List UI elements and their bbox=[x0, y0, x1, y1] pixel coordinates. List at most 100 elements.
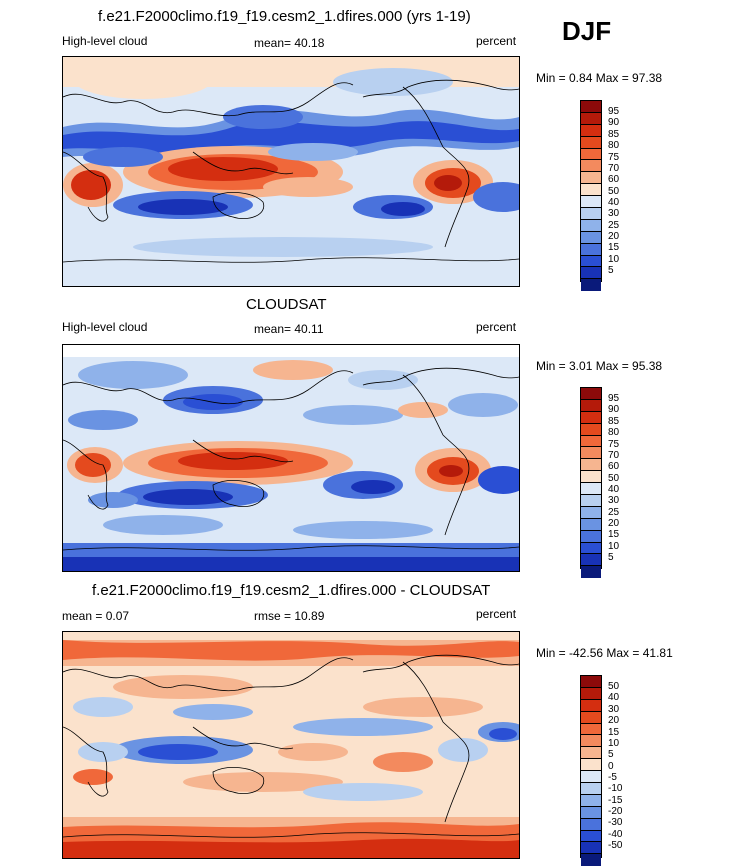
colorbar-tick: -30 bbox=[608, 817, 623, 828]
colorbar-swatch bbox=[581, 566, 601, 579]
colorbar-swatch bbox=[581, 255, 601, 268]
colorbar-swatch bbox=[581, 219, 601, 232]
colorbar-tick: 20 bbox=[608, 231, 620, 242]
colorbar-swatch bbox=[581, 518, 601, 531]
colorbar-tick: 50 bbox=[608, 186, 620, 197]
colorbar-swatch bbox=[581, 172, 601, 185]
panel-2-variable-label: High-level cloud bbox=[62, 320, 148, 334]
panel-1-variable-label: High-level cloud bbox=[62, 34, 148, 48]
colorbar-tick: 10 bbox=[608, 541, 620, 552]
colorbar-swatch bbox=[581, 771, 601, 784]
colorbar-tick: 50 bbox=[608, 681, 620, 692]
panel-1-units-label: percent bbox=[476, 34, 517, 48]
colorbar-tick: 70 bbox=[608, 163, 620, 174]
colorbar-tick: 95 bbox=[608, 393, 620, 404]
colorbar-swatch bbox=[581, 243, 601, 256]
colorbar-tick: 10 bbox=[608, 254, 620, 265]
panel-1-colorbar bbox=[580, 100, 602, 292]
colorbar-tick: 30 bbox=[608, 208, 620, 219]
panel-2-contour-field bbox=[63, 345, 519, 571]
colorbar-tick: 40 bbox=[608, 692, 620, 703]
colorbar-tick: 60 bbox=[608, 174, 620, 185]
colorbar-swatch bbox=[581, 388, 601, 400]
colorbar-tick: -5 bbox=[608, 772, 617, 783]
colorbar-tick: 40 bbox=[608, 484, 620, 495]
colorbar-swatch bbox=[581, 554, 601, 567]
colorbar-tick: 5 bbox=[608, 265, 614, 276]
colorbar-swatch bbox=[581, 483, 601, 496]
colorbar-tick: -40 bbox=[608, 829, 623, 840]
colorbar-tick: 30 bbox=[608, 704, 620, 715]
colorbar-swatch bbox=[581, 735, 601, 748]
colorbar-tick: 15 bbox=[608, 529, 620, 540]
colorbar-tick: 60 bbox=[608, 461, 620, 472]
colorbar-swatch bbox=[581, 184, 601, 197]
colorbar-swatch bbox=[581, 435, 601, 448]
panel-3-minmax: Min = -42.56 Max = 41.81 bbox=[536, 646, 673, 660]
colorbar-swatch bbox=[581, 747, 601, 760]
colorbar-tick: 90 bbox=[608, 117, 620, 128]
colorbar-swatch bbox=[581, 854, 601, 866]
colorbar-swatch bbox=[581, 267, 601, 280]
colorbar-swatch bbox=[581, 794, 601, 807]
colorbar-tick: 85 bbox=[608, 129, 620, 140]
colorbar-swatch bbox=[581, 101, 601, 113]
season-label: DJF bbox=[562, 16, 612, 46]
colorbar-tick: 75 bbox=[608, 439, 620, 450]
colorbar-tick: 20 bbox=[608, 518, 620, 529]
colorbar-swatch bbox=[581, 411, 601, 424]
colorbar-tick: -20 bbox=[608, 806, 623, 817]
colorbar-tick: 15 bbox=[608, 727, 620, 738]
panel-1-minmax: Min = 0.84 Max = 97.38 bbox=[536, 71, 663, 85]
colorbar-swatch bbox=[581, 506, 601, 519]
colorbar-tick: 15 bbox=[608, 242, 620, 253]
colorbar-swatch bbox=[581, 208, 601, 220]
panel-3-rmse-label: rmse = 10.89 bbox=[254, 609, 325, 623]
panel-3-title: f.e21.F2000climo.f19_f19.cesm2_1.dfires.… bbox=[92, 582, 491, 599]
colorbar-tick: 95 bbox=[608, 106, 620, 117]
colorbar-tick: 0 bbox=[608, 761, 614, 772]
panel-2-colorbar bbox=[580, 387, 602, 579]
panel-2-minmax: Min = 3.01 Max = 95.38 bbox=[536, 359, 663, 373]
panel-2-mean-label: mean= 40.11 bbox=[254, 322, 324, 336]
colorbar-swatch bbox=[581, 495, 601, 507]
colorbar-tick: 80 bbox=[608, 140, 620, 151]
colorbar-tick: 20 bbox=[608, 715, 620, 726]
colorbar-tick: 40 bbox=[608, 197, 620, 208]
colorbar-swatch bbox=[581, 818, 601, 831]
colorbar-tick: -50 bbox=[608, 840, 623, 851]
panel-1-mean-label: mean= 40.18 bbox=[254, 36, 325, 50]
panel-1-contour-field bbox=[63, 57, 519, 286]
colorbar-tick: 25 bbox=[608, 507, 620, 518]
colorbar-tick: -15 bbox=[608, 795, 623, 806]
colorbar-swatch bbox=[581, 723, 601, 736]
colorbar-swatch bbox=[581, 687, 601, 700]
colorbar-swatch bbox=[581, 759, 601, 772]
colorbar-swatch bbox=[581, 279, 601, 292]
colorbar-swatch bbox=[581, 124, 601, 137]
colorbar-swatch bbox=[581, 806, 601, 819]
colorbar-swatch bbox=[581, 423, 601, 436]
colorbar-swatch bbox=[581, 148, 601, 161]
colorbar-swatch bbox=[581, 136, 601, 149]
colorbar-swatch bbox=[581, 112, 601, 125]
colorbar-tick: 75 bbox=[608, 152, 620, 163]
colorbar-tick: 25 bbox=[608, 220, 620, 231]
colorbar-tick: 50 bbox=[608, 473, 620, 484]
colorbar-swatch bbox=[581, 447, 601, 460]
colorbar-swatch bbox=[581, 830, 601, 843]
panel-3-contour-field bbox=[63, 632, 519, 858]
colorbar-swatch bbox=[581, 530, 601, 543]
colorbar-tick: 5 bbox=[608, 552, 614, 563]
colorbar-swatch bbox=[581, 471, 601, 484]
colorbar-swatch bbox=[581, 542, 601, 555]
colorbar-swatch bbox=[581, 676, 601, 688]
panel-3-colorbar bbox=[580, 675, 602, 866]
panel-2-units-label: percent bbox=[476, 320, 517, 334]
panel-3-map bbox=[62, 631, 520, 859]
colorbar-tick: 10 bbox=[608, 738, 620, 749]
colorbar-tick: 70 bbox=[608, 450, 620, 461]
panel-1-title: f.e21.F2000climo.f19_f19.cesm2_1.dfires.… bbox=[98, 8, 471, 25]
colorbar-swatch bbox=[581, 711, 601, 724]
colorbar-tick: -10 bbox=[608, 783, 623, 794]
